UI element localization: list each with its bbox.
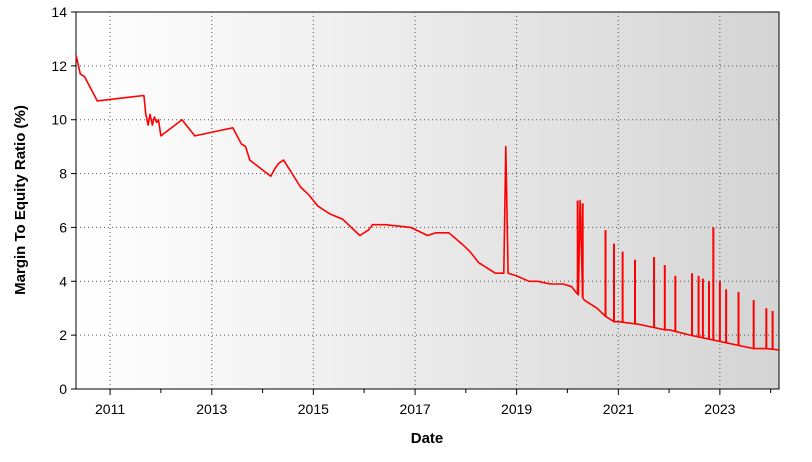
plot-area (75, 11, 780, 390)
y-tick-label: 2 (59, 327, 67, 343)
x-tick-label: 2011 (95, 401, 125, 417)
y-tick-label: 6 (59, 219, 67, 235)
y-tick-label: 4 (59, 273, 67, 289)
x-tick-label: 2023 (704, 401, 735, 417)
x-tick-label: 2015 (298, 401, 329, 417)
y-tick-label: 8 (59, 166, 67, 182)
y-tick-label: 10 (51, 112, 67, 128)
y-axis-title: Margin To Equity Ratio (%) (12, 105, 29, 295)
y-tick-label: 0 (59, 381, 67, 397)
x-tick-label: 2013 (196, 401, 227, 417)
x-axis-title: Date (411, 430, 444, 447)
x-axis: 2011 2013 2015 2017 2019 2021 2023 (95, 389, 772, 417)
x-tick-label: 2017 (399, 401, 430, 417)
x-tick-label: 2019 (501, 401, 532, 417)
y-axis: 0 2 4 6 8 10 12 14 (51, 4, 76, 397)
series-group (75, 54, 780, 351)
y-tick-label: 14 (51, 4, 67, 20)
x-tick-label: 2021 (603, 401, 634, 417)
y-tick-label: 12 (51, 58, 67, 74)
